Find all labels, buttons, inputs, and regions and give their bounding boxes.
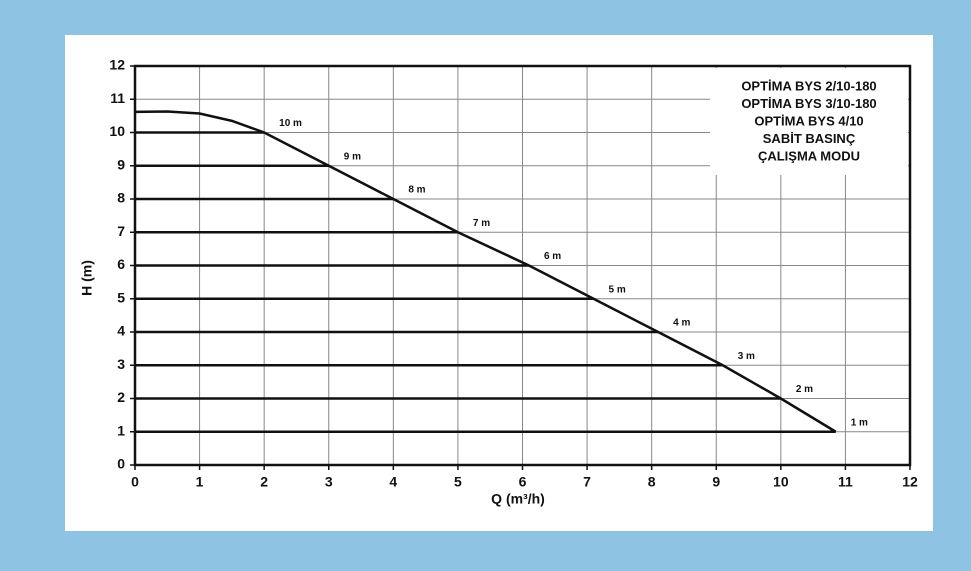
line-label: 6 m [544,251,561,262]
y-tick-label: 7 [117,223,125,239]
x-tick-label: 0 [131,474,139,490]
y-tick-label: 11 [110,90,125,106]
y-tick-label: 6 [117,256,125,272]
y-tick-label: 2 [117,389,125,405]
x-tick-label: 12 [902,474,918,490]
annotation-line: OPTİMA BYS 3/10-180 [741,96,876,111]
x-tick-label: 7 [583,474,591,490]
line-label: 8 m [408,185,425,196]
x-tick-label: 6 [519,474,527,490]
x-tick-label: 3 [325,474,333,490]
line-label: 9 m [344,151,361,162]
line-label: 10 m [279,118,302,129]
y-tick-label: 12 [109,57,125,73]
x-tick-label: 5 [454,474,462,490]
envelope-curve [134,110,837,433]
y-tick-label: 9 [117,156,125,172]
line-label: 4 m [673,318,690,329]
line-label: 5 m [609,284,626,295]
y-tick-label: 0 [117,456,125,472]
y-tick-label: 8 [117,190,125,206]
annotation-box [710,68,908,175]
x-tick-label: 8 [648,474,656,490]
line-label: 1 m [851,417,868,428]
x-tick-label: 2 [260,474,268,490]
annotation-line: ÇALIŞMA MODU [758,148,860,163]
x-tick-label: 1 [196,474,204,490]
y-axis-label: H (m) [79,260,95,296]
x-tick-label: 4 [389,474,397,490]
y-tick-label: 3 [117,356,125,372]
line-label: 3 m [738,351,755,362]
annotation-line: SABİT BASINÇ [763,131,856,146]
y-tick-label: 1 [117,422,125,438]
line-label: 2 m [796,384,813,395]
line-label: 7 m [473,218,490,229]
x-tick-label: 9 [712,474,720,490]
x-tick-label: 11 [838,474,853,490]
y-tick-label: 10 [109,123,125,139]
annotation-line: OPTİMA BYS 4/10 [754,113,863,128]
annotation-line: OPTİMA BYS 2/10-180 [741,78,876,93]
x-axis-label: Q (m³/h) [491,491,545,507]
y-tick-label: 5 [117,289,125,305]
y-tick-label: 4 [117,323,125,339]
x-tick-label: 10 [773,474,789,490]
